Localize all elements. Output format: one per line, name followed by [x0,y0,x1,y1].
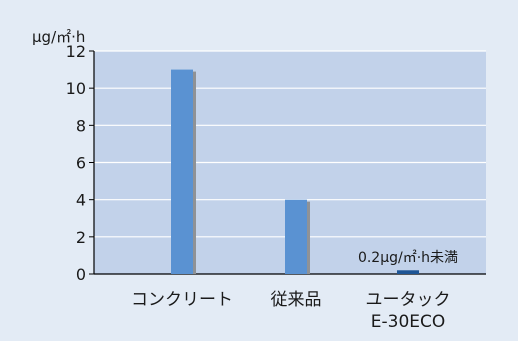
x-category-label: コンクリート [131,290,233,310]
y-tick-labels: 0 2 4 6 8 10 12 [66,42,94,284]
bars [171,69,419,274]
bar [171,69,193,274]
x-category-label: ユータック [366,290,451,310]
y-tick-label: 6 [76,154,86,173]
y-tick-label: 8 [76,116,86,135]
y-axis-unit-label: μg/㎡·h [32,28,85,46]
y-tick-label: 2 [76,228,86,247]
x-category-label: 従来品 [271,290,322,310]
y-tick-label: 12 [66,42,86,61]
annotations: 0.2μg/㎡·h未満 [358,250,458,266]
bar [285,199,307,274]
bar-annotation: 0.2μg/㎡·h未満 [358,250,458,266]
y-tick-label: 0 [76,265,86,284]
bar [397,270,419,274]
y-tick-label: 4 [76,191,86,210]
y-tick-label: 10 [66,79,86,98]
x-category-label: E-30ECO [371,312,446,332]
